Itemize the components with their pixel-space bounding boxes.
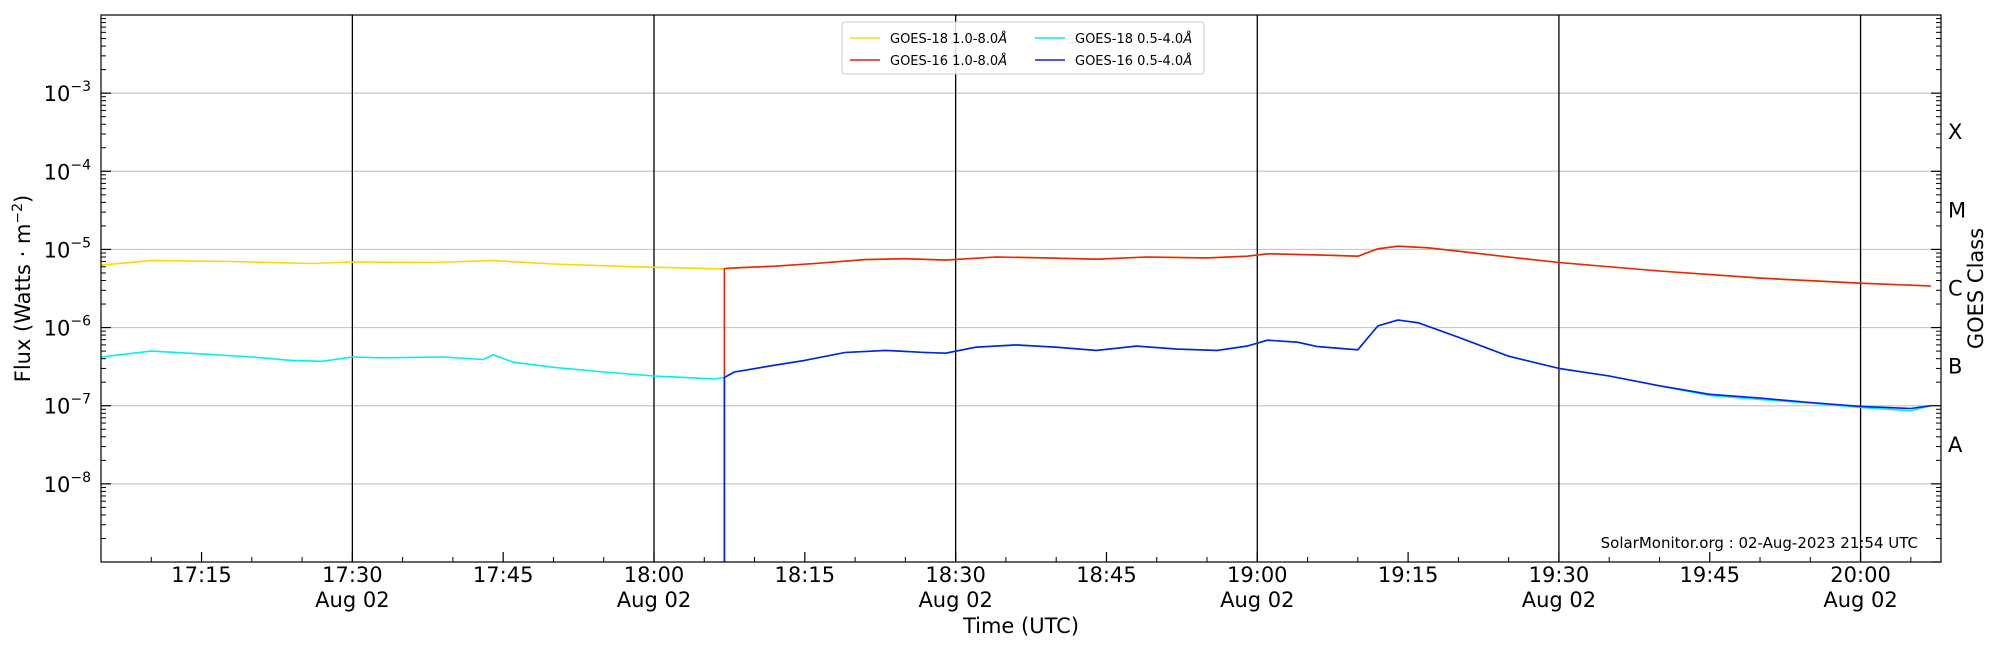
legend-label: GOES-18 0.5-4.0Å <box>1075 31 1192 47</box>
y-tick-label: 10−7 <box>44 392 91 419</box>
y-tick-exponent: −7 <box>70 392 91 408</box>
y-tick-base: 10 <box>44 473 71 497</box>
plot-frame <box>100 14 1942 563</box>
series-line-0 <box>100 245 1931 287</box>
legend-label-text: GOES-18 0.5-4.0 <box>1075 32 1183 47</box>
right-axis-title: GOES Class <box>1964 228 1988 349</box>
x-tick-label: 18:00 <box>624 563 685 587</box>
x-tick-date-label: Aug 02 <box>1220 588 1294 612</box>
footer-credit: SolarMonitor.org : 02-Aug-2023 21:54 UTC <box>1601 534 1918 552</box>
series-line-1 <box>723 245 1931 562</box>
series-line-3 <box>723 319 1932 562</box>
y-tick-exponent: −4 <box>70 157 91 173</box>
x-axis-title: Time (UTC) <box>962 614 1079 638</box>
goes-class-label: C <box>1948 277 1963 301</box>
legend-label: GOES-16 1.0-8.0Å <box>890 53 1007 69</box>
x-tick-label: 18:15 <box>775 563 836 587</box>
goes-class-labels: A B C M X <box>1948 120 1966 457</box>
series-line-2 <box>100 319 1932 412</box>
x-tick-label: 19:15 <box>1378 563 1439 587</box>
legend-label-text: GOES-16 0.5-4.0 <box>1075 54 1183 69</box>
y-tick-label: 10−8 <box>44 470 91 497</box>
x-tick-date-label: Aug 02 <box>1522 588 1596 612</box>
y-tick-base: 10 <box>44 82 71 106</box>
legend-label-text: GOES-16 1.0-8.0 <box>890 54 998 69</box>
y-tick-exponent: −5 <box>70 235 91 251</box>
y-axis-title-exponent: −2 <box>10 203 26 224</box>
legend-angstrom-unit: Å <box>1182 53 1192 69</box>
x-tick-label: 17:30 <box>322 563 383 587</box>
y-tick-label: 10−6 <box>44 314 91 341</box>
x-tick-date-label: Aug 02 <box>617 588 691 612</box>
y-axis-title-close: ) <box>11 195 35 203</box>
legend-label: GOES-18 1.0-8.0Å <box>890 31 1007 47</box>
goes-class-label: A <box>1948 433 1963 457</box>
x-tick-date-label: Aug 02 <box>918 588 992 612</box>
x-tick-label: 17:15 <box>171 563 232 587</box>
y-tick-base: 10 <box>44 317 71 341</box>
x-tick-date-label: Aug 02 <box>315 588 389 612</box>
y-tick-label: 10−3 <box>44 79 91 106</box>
y-axis-ticks: 10−810−710−610−510−410−3 <box>44 18 1941 563</box>
goes-class-label: M <box>1948 198 1966 222</box>
x-tick-date-label: Aug 02 <box>1823 588 1897 612</box>
goes-class-label: B <box>1948 355 1962 379</box>
y-tick-base: 10 <box>44 238 71 262</box>
x-tick-label: 17:45 <box>473 563 534 587</box>
vertical-hour-lines <box>351 15 1862 562</box>
y-tick-base: 10 <box>44 160 71 184</box>
legend-angstrom-unit: Å <box>997 31 1007 47</box>
y-tick-label: 10−4 <box>44 157 91 184</box>
grid-lines <box>101 92 1941 485</box>
goes-class-label: X <box>1948 120 1962 144</box>
legend-label-text: GOES-18 1.0-8.0 <box>890 32 998 47</box>
plot-series <box>100 245 1932 562</box>
y-tick-exponent: −3 <box>70 79 91 95</box>
y-tick-exponent: −8 <box>70 470 91 486</box>
legend-angstrom-unit: Å <box>997 53 1007 69</box>
x-tick-label: 19:45 <box>1679 563 1740 587</box>
x-tick-label: 18:45 <box>1076 563 1137 587</box>
y-axis-title: Flux (Watts · m−2) <box>10 195 35 383</box>
y-axis-title-main: Flux (Watts · m <box>11 224 35 383</box>
x-tick-label: 18:30 <box>925 563 986 587</box>
x-tick-label: 19:00 <box>1227 563 1288 587</box>
y-tick-exponent: −6 <box>70 314 91 330</box>
y-tick-base: 10 <box>44 395 71 419</box>
x-tick-label: 20:00 <box>1830 563 1891 587</box>
legend-angstrom-unit: Å <box>1182 31 1192 47</box>
legend-box <box>841 21 1205 75</box>
x-tick-label: 19:30 <box>1529 563 1590 587</box>
y-tick-label: 10−5 <box>44 235 91 262</box>
legend-label: GOES-16 0.5-4.0Å <box>1075 53 1192 69</box>
